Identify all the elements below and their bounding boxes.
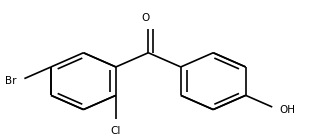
Text: OH: OH [280,105,296,115]
Text: Cl: Cl [111,126,121,136]
Text: O: O [141,13,149,23]
Text: Br: Br [6,76,17,86]
